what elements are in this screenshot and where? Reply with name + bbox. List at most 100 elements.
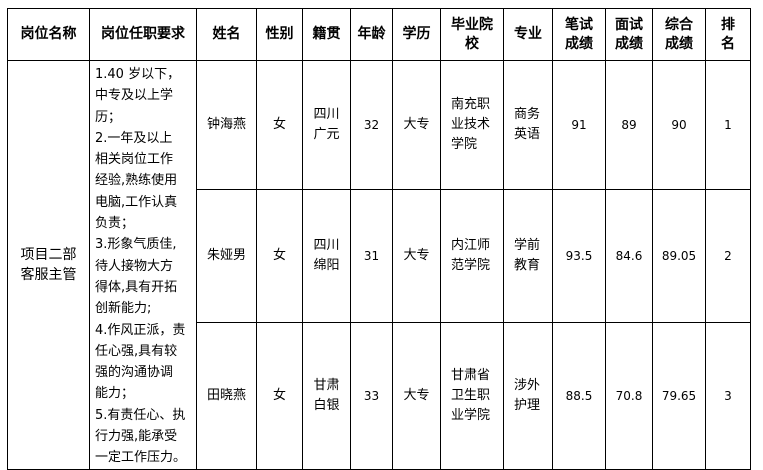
header-text: 排名 xyxy=(721,16,735,52)
header-text: 姓名 xyxy=(212,26,241,42)
requirement-line: 4.作风正派，责 xyxy=(95,322,186,338)
header-text: 笔试成绩 xyxy=(565,16,593,52)
cell-line: 客服主管 xyxy=(20,266,77,283)
header-origin: 籍贯 xyxy=(302,8,351,61)
header-text: 毕业院校 xyxy=(451,16,493,52)
header-major: 专业 xyxy=(503,8,553,61)
age-cell: 31 xyxy=(350,189,393,323)
total-cell: 89.05 xyxy=(652,189,706,323)
requirement-line: 电脑,工作认真 xyxy=(95,194,178,210)
name-cell: 朱娅男 xyxy=(196,189,257,323)
header-total: 综合成绩 xyxy=(652,8,706,61)
age-cell: 32 xyxy=(350,59,393,191)
position-cell: 项目二部 客服主管 xyxy=(7,60,90,470)
total-cell: 90 xyxy=(652,59,706,191)
rank-cell: 2 xyxy=(705,189,751,323)
header-rank: 排名 xyxy=(705,8,751,61)
header-education: 学历 xyxy=(392,8,441,61)
cell-line: 甘肃 xyxy=(313,377,340,393)
name-cell: 田晓燕 xyxy=(196,321,257,470)
header-school: 毕业院校 xyxy=(440,8,504,61)
cell-line: 四川 xyxy=(313,238,340,254)
gender-cell: 女 xyxy=(256,189,303,323)
cell-line: 广元 xyxy=(313,127,340,143)
cell-line: 涉外 xyxy=(514,377,541,393)
requirement-line: 负责； xyxy=(95,216,135,232)
cell-line: 白银 xyxy=(313,397,340,413)
cell-line: 英语 xyxy=(514,127,541,143)
header-text: 性别 xyxy=(265,26,294,42)
requirement-line: 行力强,能承受 xyxy=(95,429,178,445)
cell-line: 四川 xyxy=(313,107,340,123)
interview-cell: 89 xyxy=(605,59,653,191)
requirement-line: 能力； xyxy=(95,386,135,402)
school-cell: 甘肃省 卫生职 业学院 xyxy=(440,321,504,470)
table-row: 项目二部 客服主管 1.40 岁以下， 中专及以上学 历； 2.一年及以上 相关岗位工作 经验… xyxy=(7,59,751,470)
gender-cell: 女 xyxy=(256,59,303,191)
requirement-line: 任心强,具有较 xyxy=(95,343,178,359)
major-cell: 涉外 护理 xyxy=(503,321,553,470)
major-cell: 商务 英语 xyxy=(503,59,553,191)
school-cell: 内江师 范学院 xyxy=(440,189,504,323)
requirement-line: 创新能力; xyxy=(95,301,152,317)
cell-line: 业技术 xyxy=(451,117,491,133)
education-cell: 大专 xyxy=(392,321,441,470)
header-age: 年龄 xyxy=(350,8,393,61)
requirement-line: 得体,具有开拓 xyxy=(95,279,178,295)
requirement-line: 一定工作压力。 xyxy=(95,450,187,466)
rank-cell: 1 xyxy=(705,59,751,191)
written-cell: 93.5 xyxy=(552,189,606,323)
header-text: 学历 xyxy=(402,26,431,42)
requirement-line: 相关岗位工作 xyxy=(95,152,174,168)
major-cell: 学前 教育 xyxy=(503,189,553,323)
origin-cell: 四川 广元 xyxy=(302,59,351,191)
header-interview: 面试成绩 xyxy=(605,8,653,61)
header-requirements: 岗位任职要求 xyxy=(89,8,197,61)
header-written: 笔试成绩 xyxy=(552,8,606,61)
cell-line: 卫生职 xyxy=(451,387,491,403)
header-text: 岗位任职要求 xyxy=(101,26,185,42)
education-cell: 大专 xyxy=(392,59,441,191)
cell-line: 教育 xyxy=(514,258,541,274)
requirement-line: 2.一年及以上 xyxy=(95,130,173,146)
cell-line: 绵阳 xyxy=(313,258,340,274)
cell-line: 项目二部 xyxy=(20,246,77,263)
cell-line: 学院 xyxy=(451,137,478,153)
header-text: 面试成绩 xyxy=(615,16,643,52)
cell-line: 护理 xyxy=(514,397,541,413)
requirement-line: 强的沟通协调 xyxy=(95,365,174,381)
requirements-cell: 1.40 岁以下， 中专及以上学 历； 2.一年及以上 相关岗位工作 经验,熟练使用 电脑,… xyxy=(89,60,197,470)
requirement-line: 历； xyxy=(95,109,122,125)
header-text: 岗位名称 xyxy=(20,26,77,42)
header-row: 岗位名称 岗位任职要求 姓名 性别 籍贯 年龄 学历 毕业院校 专业 笔试成绩 面试成绩 综合成绩 排名 xyxy=(7,8,751,61)
interview-cell: 84.6 xyxy=(605,189,653,323)
cell-line: 范学院 xyxy=(451,258,491,274)
origin-cell: 四川 绵阳 xyxy=(302,189,351,323)
written-cell: 88.5 xyxy=(552,321,606,470)
results-table: 岗位名称 岗位任职要求 姓名 性别 籍贯 年龄 学历 毕业院校 专业 笔试成绩 面试成绩 综合成绩 排名… xyxy=(7,8,751,470)
table-row: 田晓燕女甘肃 白银 33 大专 甘肃省 卫生职 业学院 涉外 护理 88.5 70.8 79.65 3 xyxy=(8,321,751,470)
gender-cell: 女 xyxy=(256,321,303,470)
requirement-line: 5.有责任心、执 xyxy=(95,407,186,423)
rank-cell: 3 xyxy=(705,321,751,470)
header-text: 籍贯 xyxy=(312,26,341,42)
origin-cell: 甘肃 白银 xyxy=(302,321,351,470)
header-position: 岗位名称 xyxy=(7,8,90,61)
cell-line: 南充职 xyxy=(451,97,491,113)
cell-line: 业学院 xyxy=(451,407,491,423)
name-cell: 钟海燕 xyxy=(196,59,257,191)
requirement-line: 3.形象气质佳, xyxy=(95,237,177,253)
age-cell: 33 xyxy=(350,321,393,470)
requirement-line: 中专及以上学 xyxy=(95,88,174,104)
written-cell: 91 xyxy=(552,59,606,191)
table-row: 朱娅男女四川 绵阳 31 大专 内江师 范学院 学前 教育 93.5 84.6 89.05 2 xyxy=(8,189,751,323)
interview-cell: 70.8 xyxy=(605,321,653,470)
requirement-line: 待人接物大方 xyxy=(95,258,174,274)
cell-line: 商务 xyxy=(514,107,541,123)
education-cell: 大专 xyxy=(392,189,441,323)
header-text: 年龄 xyxy=(357,26,386,42)
total-cell: 79.65 xyxy=(652,321,706,470)
header-name: 姓名 xyxy=(196,8,257,61)
header-text: 综合成绩 xyxy=(665,16,693,52)
cell-line: 甘肃省 xyxy=(451,367,491,383)
